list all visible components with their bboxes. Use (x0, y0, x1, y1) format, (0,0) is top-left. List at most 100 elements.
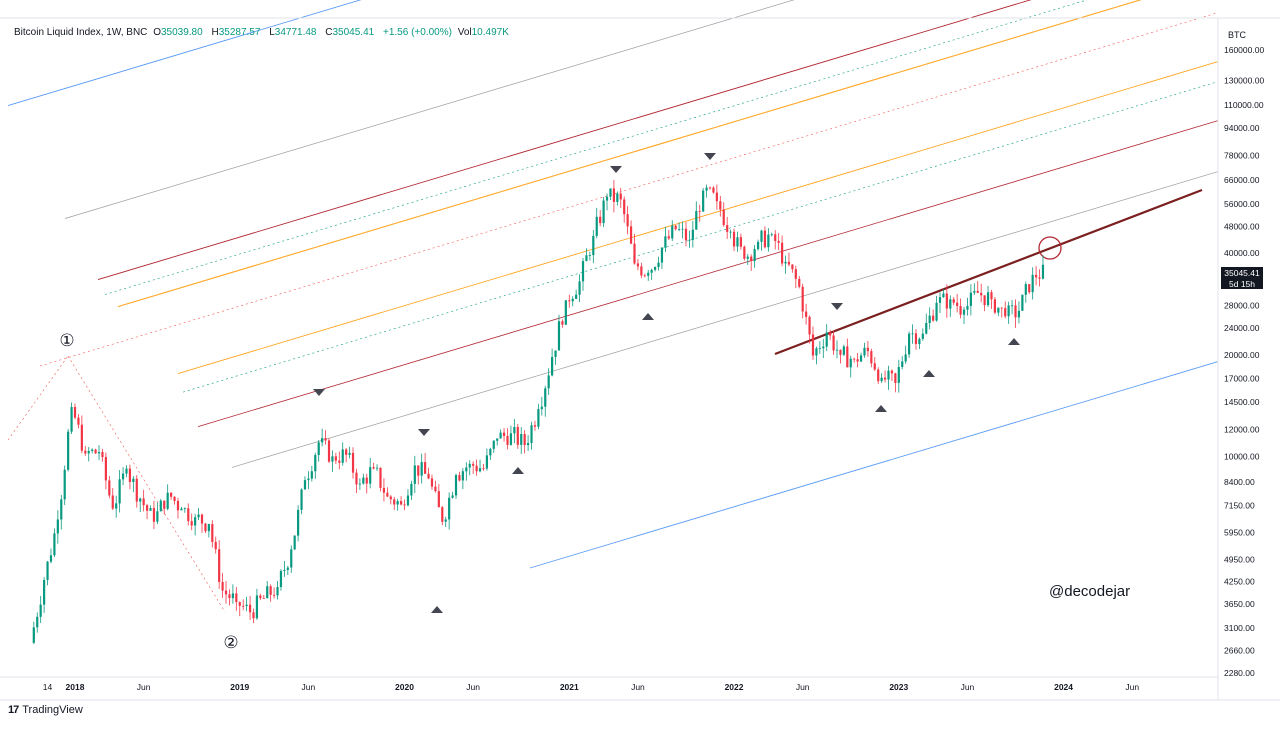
candle-body (1038, 277, 1041, 279)
candle-body (245, 604, 248, 607)
candle-body (568, 300, 571, 302)
candle-body (976, 290, 979, 293)
candle-body (846, 346, 849, 368)
candle-body (1010, 305, 1014, 307)
candle-body (417, 465, 420, 476)
open-value-group: O35039.80 (153, 27, 206, 38)
candle-body (358, 483, 361, 485)
candle-body (616, 193, 619, 202)
marker-trough-2: ② (223, 633, 238, 652)
channel-upper-orange (117, 0, 1142, 308)
candle-body (829, 332, 832, 336)
candle-body (949, 299, 952, 309)
candle-body (300, 489, 303, 510)
candle-body (286, 567, 289, 570)
candle-body (348, 452, 351, 455)
candle-body (224, 590, 228, 595)
candle-body (547, 375, 550, 389)
candle-body (805, 311, 808, 317)
candle-body (602, 200, 605, 224)
candle-body (492, 440, 495, 449)
candle-body (647, 272, 650, 276)
candle-body (145, 505, 149, 511)
candle-body (956, 302, 959, 307)
candle-body (904, 354, 907, 362)
candle-body (818, 348, 821, 350)
candle-body (369, 467, 372, 484)
candle-body (1035, 274, 1038, 278)
currency-label: BTC (1228, 30, 1247, 40)
y-tick-label: 7150.00 (1224, 500, 1255, 510)
x-tick-label: 2023 (889, 682, 908, 692)
candle-body (629, 226, 633, 244)
candle-body (839, 349, 842, 355)
candle-body (859, 355, 863, 362)
close-value: 35045.41 (332, 27, 375, 38)
candle-body (293, 535, 296, 550)
candle-body (554, 350, 557, 357)
candle-body (581, 261, 585, 282)
high-label: H (211, 27, 219, 38)
candle-body (660, 247, 664, 263)
candle-body (80, 424, 83, 451)
candle-body (612, 188, 616, 202)
pivot-arrow-up-icon (1008, 338, 1020, 345)
candle-body (695, 211, 698, 230)
candle-body (1007, 305, 1010, 317)
candle-body (585, 255, 588, 262)
candle-body (526, 443, 530, 446)
candle-body (235, 593, 238, 603)
candle-body (427, 473, 430, 479)
candle-body (276, 587, 279, 596)
y-tick-label: 110000.00 (1224, 100, 1264, 110)
candle-body (87, 450, 90, 454)
candle-body (458, 475, 461, 481)
candle-body (925, 323, 928, 334)
candle-body (1017, 310, 1021, 318)
candle-body (942, 293, 945, 298)
candle-body (801, 286, 804, 312)
candle-body (39, 604, 42, 617)
candle-body (945, 293, 948, 309)
x-tick-label: Jun (137, 682, 151, 692)
y-tick-label: 2660.00 (1224, 645, 1255, 655)
candle-body (420, 462, 423, 476)
candle-body (297, 509, 300, 536)
candle-body (887, 370, 890, 380)
candle-body (214, 541, 217, 550)
candle-body (1014, 305, 1017, 318)
y-tick-label: 66000.00 (1224, 175, 1260, 185)
y-tick-label: 28000.00 (1224, 300, 1260, 310)
candles (32, 180, 1045, 645)
candle-body (496, 438, 499, 441)
candle-body (691, 229, 694, 240)
y-tick-label: 4950.00 (1224, 554, 1255, 564)
candle-body (472, 463, 475, 466)
candle-body (43, 580, 46, 605)
candle-body (873, 363, 876, 370)
candle-body (444, 519, 447, 522)
candle-body (650, 269, 653, 273)
candle-body (832, 335, 835, 351)
candle-body (794, 269, 797, 279)
candle-body (104, 457, 107, 481)
candle-body (883, 377, 887, 380)
candle-body (811, 334, 815, 356)
candle-body (482, 468, 485, 469)
candle-body (1028, 284, 1031, 293)
candle-body (389, 496, 392, 500)
candle-body (84, 450, 87, 454)
candle-body (139, 498, 142, 502)
candle-body (657, 262, 660, 268)
y-tick-label: 2280.00 (1224, 668, 1255, 678)
candle-body (774, 234, 777, 241)
candle-body (880, 377, 883, 382)
footer-branding[interactable]: 17 TradingView (8, 704, 83, 716)
candle-body (674, 225, 677, 230)
peak-to-trough-dotted (67, 355, 226, 613)
candle-body (643, 275, 646, 277)
candle-body (303, 480, 307, 490)
candle-body (430, 478, 434, 487)
